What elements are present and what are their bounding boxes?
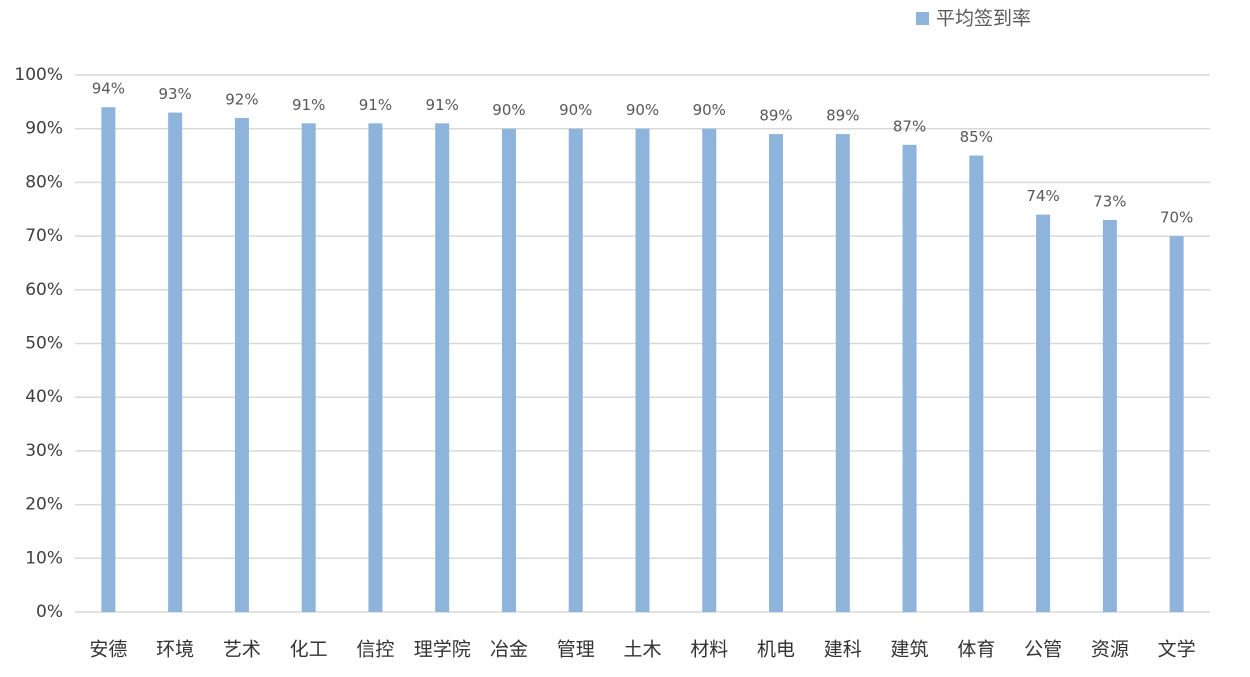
data-label: 90%: [626, 101, 659, 119]
x-tick-label: 艺术: [223, 639, 261, 661]
y-tick-label: 70%: [25, 226, 63, 246]
data-label: 70%: [1160, 209, 1193, 227]
data-label: 91%: [359, 96, 392, 114]
y-tick-label: 0%: [36, 602, 63, 622]
data-label: 89%: [759, 107, 792, 125]
data-label: 89%: [826, 107, 859, 125]
bar: [301, 123, 316, 612]
x-tick-label: 管理: [557, 639, 595, 661]
bar: [635, 128, 650, 612]
bar: [769, 134, 784, 612]
bar: [835, 134, 850, 612]
data-label: 90%: [559, 101, 592, 119]
y-tick-label: 10%: [25, 548, 63, 568]
legend-swatch: [916, 12, 929, 25]
y-tick-label: 80%: [25, 172, 63, 192]
x-tick-label: 公管: [1024, 639, 1062, 661]
bar: [368, 123, 383, 612]
data-label: 87%: [893, 117, 926, 135]
x-tick-label: 理学院: [414, 639, 471, 661]
x-tick-label: 资源: [1091, 639, 1129, 661]
y-tick-label: 20%: [25, 495, 63, 515]
y-tick-label: 100%: [14, 65, 63, 85]
x-tick-label: 冶金: [490, 639, 528, 661]
bar: [702, 128, 717, 612]
bar: [902, 144, 917, 612]
x-tick-label: 安德: [89, 639, 127, 661]
y-tick-label: 90%: [25, 119, 63, 139]
x-tick-label: 机电: [757, 639, 795, 661]
bar: [568, 128, 583, 612]
x-tick-label: 信控: [356, 639, 394, 661]
data-label: 90%: [492, 101, 525, 119]
x-tick-label: 环境: [156, 639, 194, 661]
y-tick-label: 30%: [25, 441, 63, 461]
data-label: 91%: [292, 96, 325, 114]
data-label: 92%: [225, 90, 258, 108]
y-tick-label: 50%: [25, 334, 63, 354]
bar: [101, 107, 116, 612]
x-tick-label: 体育: [957, 639, 995, 661]
data-label: 91%: [426, 96, 459, 114]
data-label: 73%: [1093, 192, 1126, 210]
x-tick-label: 建筑: [891, 639, 929, 661]
data-label: 94%: [92, 80, 125, 98]
x-tick-label: 化工: [290, 639, 328, 661]
x-tick-label: 建科: [824, 639, 862, 661]
data-label: 90%: [693, 101, 726, 119]
bar: [501, 128, 516, 612]
data-label: 74%: [1026, 187, 1059, 205]
y-tick-label: 60%: [25, 280, 63, 300]
bar: [969, 155, 984, 613]
bar: [1169, 236, 1184, 612]
x-tick-label: 材料: [690, 639, 728, 661]
y-tick-label: 40%: [25, 387, 63, 407]
data-label: 85%: [960, 128, 993, 146]
data-label: 93%: [158, 85, 191, 103]
x-tick-label: 土木: [623, 639, 661, 661]
bar: [234, 117, 249, 613]
legend-label: 平均签到率: [936, 8, 1031, 30]
bar: [1102, 219, 1117, 613]
x-tick-label: 文学: [1158, 639, 1196, 661]
bar: [168, 112, 183, 612]
bar: [1036, 214, 1051, 612]
bar: [435, 123, 450, 612]
